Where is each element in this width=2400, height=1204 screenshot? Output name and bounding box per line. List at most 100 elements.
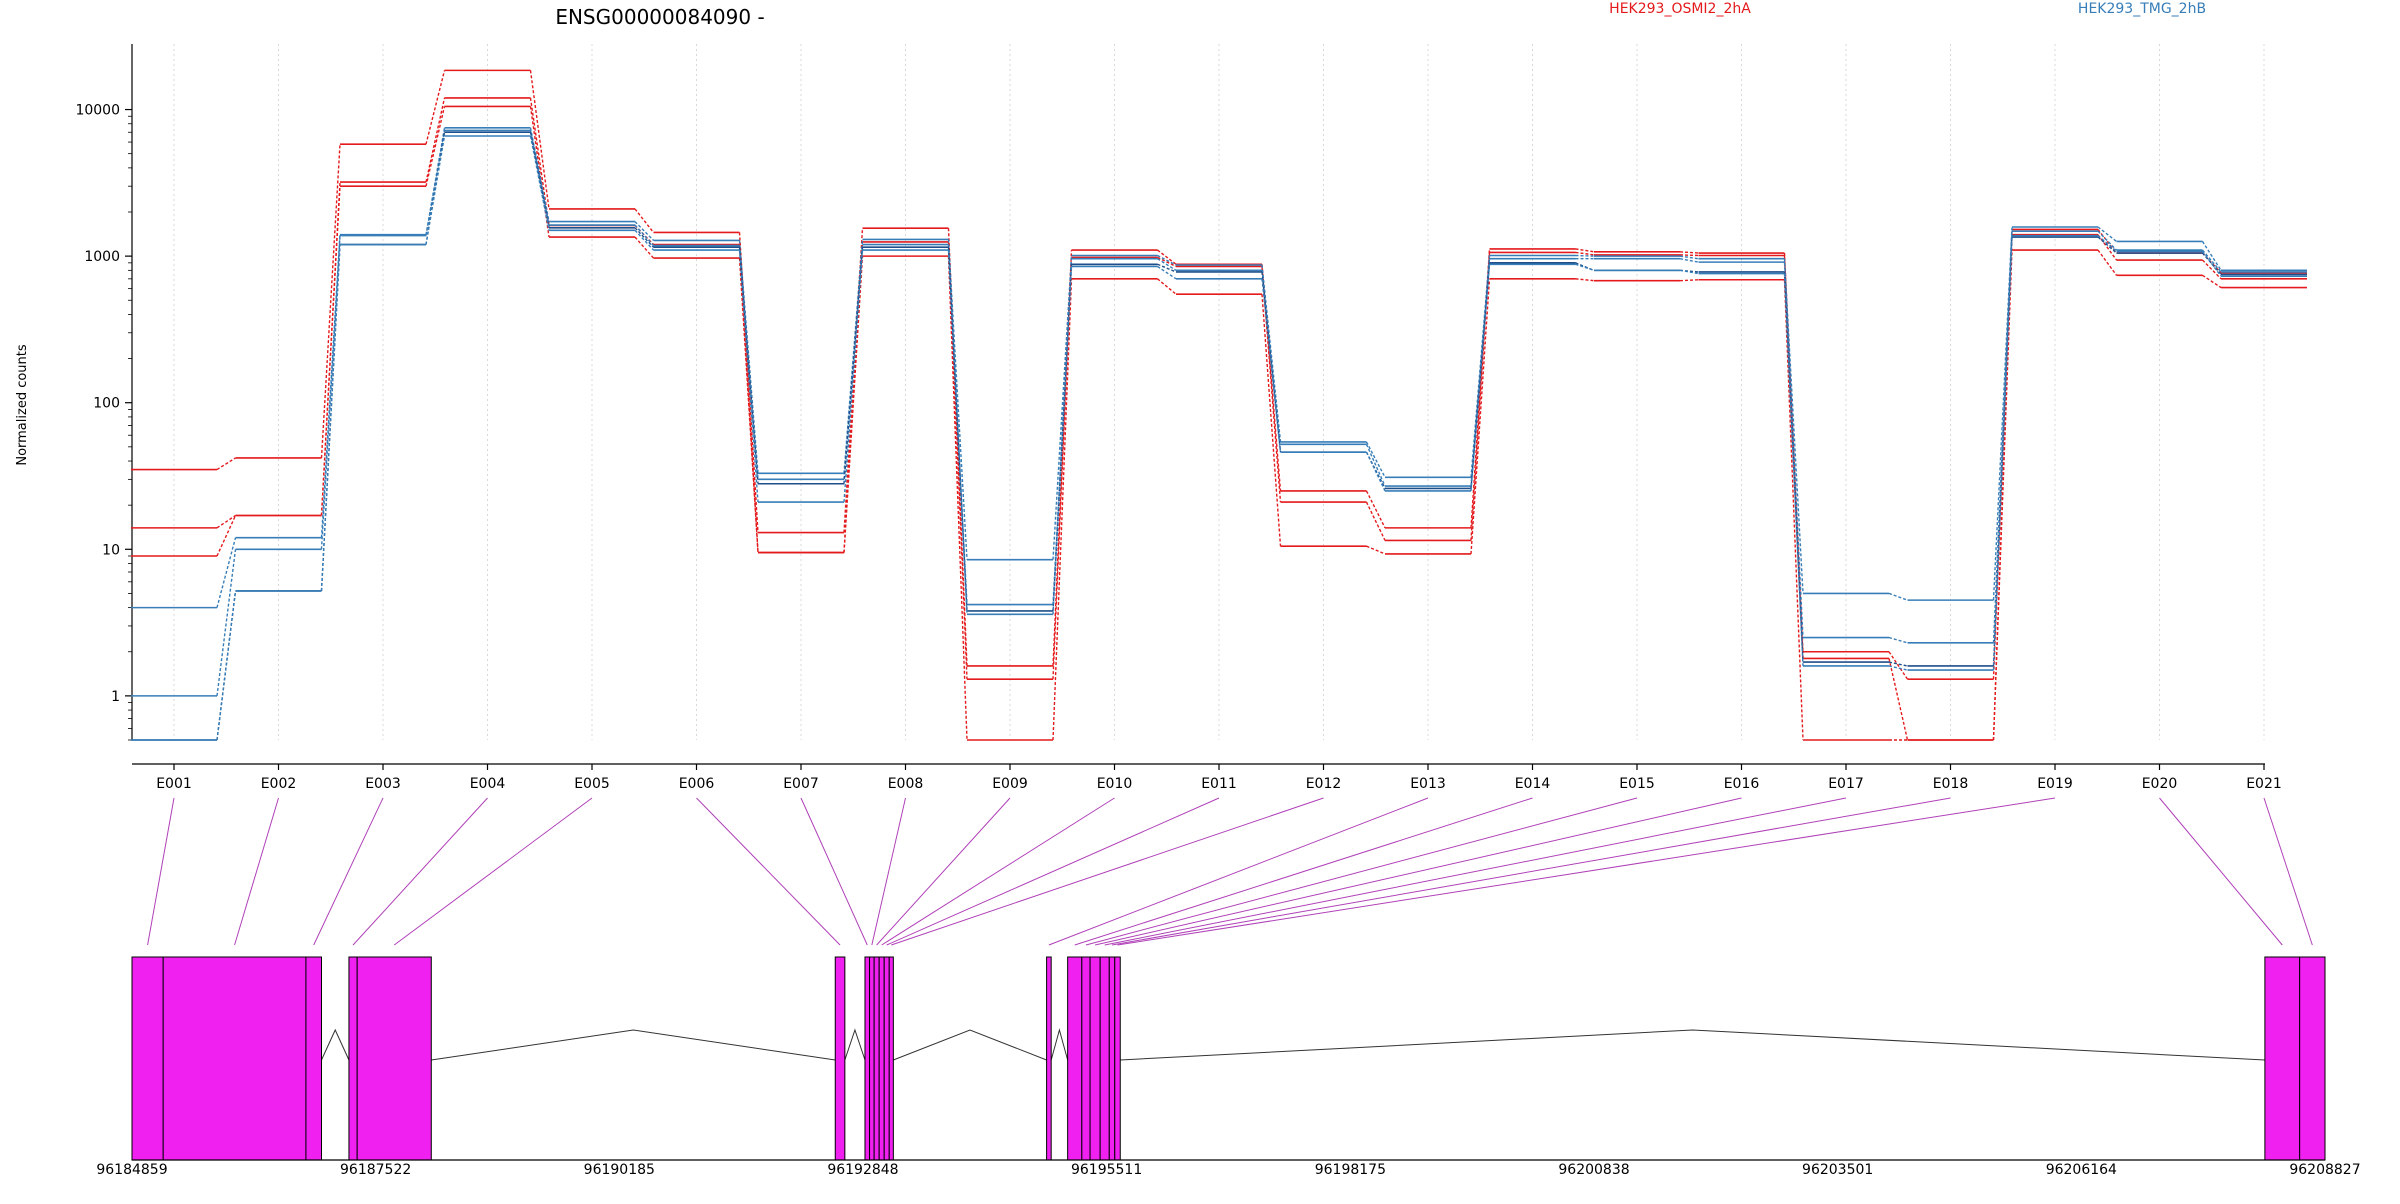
legend-entry-tmg: HEK293_TMG_2hB — [2078, 1, 2206, 17]
x-tick-label: E007 — [783, 776, 819, 792]
gene-model — [131, 956, 2326, 1161]
series-connector — [634, 227, 655, 248]
series-lines — [131, 69, 2307, 741]
series-connector — [1261, 278, 1282, 453]
series-connector — [1783, 271, 1804, 663]
series-connector — [1470, 278, 1491, 554]
series-connector — [1679, 269, 1699, 275]
exon-box-e021 — [2299, 956, 2326, 1161]
genomic-tick-label: 96184859 — [96, 1162, 167, 1178]
series-connector — [1157, 258, 1177, 271]
exon-box-e006 — [834, 956, 846, 1161]
series-connector — [1261, 266, 1282, 503]
series-connector — [1365, 441, 1386, 478]
series-connector — [2097, 230, 2118, 251]
series-connector — [634, 224, 655, 247]
series-connector — [1679, 269, 1699, 273]
y-axis-label: Normalized counts — [15, 344, 30, 466]
exon-box-e004 — [348, 956, 358, 1161]
series-connector — [947, 239, 968, 560]
intron-line — [844, 1028, 866, 1061]
x-tick-label: E010 — [1097, 776, 1133, 792]
x-tick-label: E004 — [470, 776, 506, 792]
connector-e006 — [696, 797, 841, 946]
series-connector — [1888, 661, 1908, 667]
series-connector — [738, 258, 759, 553]
connector-e020 — [2159, 797, 2283, 946]
series-connector — [1052, 266, 1073, 615]
genomic-tick-label: 96200838 — [1558, 1162, 1629, 1178]
genomic-tick-label: 96203501 — [1802, 1162, 1873, 1178]
series-connector — [1470, 264, 1491, 492]
connector-e001 — [147, 797, 175, 946]
series-connector — [1365, 501, 1386, 541]
connector-e021 — [2263, 797, 2313, 946]
series-connector — [2202, 274, 2222, 289]
series-connector — [1888, 658, 1909, 741]
series-connector — [216, 515, 237, 557]
x-tick-label: E016 — [1724, 776, 1760, 792]
genomic-axis: 96184859 96187522 96190185 96192848 96195511… — [96, 1159, 2361, 1178]
series-connector — [1888, 651, 1909, 680]
series-connector — [320, 144, 341, 458]
exon-box-e003 — [305, 956, 322, 1161]
series-connector — [529, 135, 550, 231]
intron-line — [431, 1029, 836, 1061]
series-connector — [738, 247, 759, 484]
exon-box-e007 — [864, 956, 871, 1161]
series-7 — [131, 135, 2307, 741]
series-connector — [1679, 251, 1699, 254]
connector-e009 — [876, 797, 1011, 946]
x-tick-label: E009 — [992, 776, 1028, 792]
series-connector — [1365, 444, 1386, 487]
series-connector — [216, 537, 237, 608]
series-connector — [216, 457, 236, 471]
connector-e014 — [1074, 797, 1533, 946]
exon-connectors — [147, 797, 2313, 946]
exon-box-e013 — [1046, 956, 1052, 1161]
x-tick-label: E005 — [574, 776, 610, 792]
genomic-tick-label: 96187522 — [340, 1162, 411, 1178]
genomic-tick-label: 96208827 — [2289, 1162, 2360, 1178]
connector-e008 — [871, 797, 906, 946]
series-connector — [1157, 254, 1177, 266]
series-connector — [2201, 250, 2222, 277]
series-connector — [1157, 249, 1177, 265]
connector-e007 — [800, 797, 868, 946]
connector-e005 — [393, 797, 593, 946]
connector-e012 — [891, 797, 1324, 946]
series-connector — [529, 70, 550, 209]
y-tick-label: 10 — [102, 542, 120, 558]
x-tick-label: E017 — [1828, 776, 1864, 792]
exon-box-e011 — [883, 956, 890, 1161]
series-connector — [320, 244, 341, 591]
series-connector — [1888, 636, 1908, 644]
exon-box-e009 — [873, 956, 880, 1161]
exon-box-e010 — [878, 956, 885, 1161]
series-connector — [1052, 255, 1073, 560]
exon-box-e008 — [869, 956, 875, 1161]
series-connector — [1888, 592, 1908, 601]
exon-box-e020 — [2264, 956, 2301, 1161]
connector-e011 — [886, 797, 1220, 946]
x-tick-label: E008 — [888, 776, 924, 792]
series-connector — [2097, 236, 2117, 254]
genomic-tick-label: 96192848 — [827, 1162, 898, 1178]
series-connector — [216, 590, 237, 741]
series-connector — [1679, 255, 1699, 260]
connector-e019 — [1117, 797, 2056, 946]
series-connector — [529, 130, 550, 226]
series-connector — [425, 70, 446, 145]
series-connector — [1679, 258, 1699, 263]
series-connector — [1992, 231, 2013, 643]
x-tick-label: E015 — [1619, 776, 1655, 792]
series-connector — [1888, 665, 1908, 671]
connector-e017 — [1104, 797, 1847, 946]
series-connector — [634, 221, 654, 241]
connector-e016 — [1094, 797, 1742, 946]
exon-box-e001 — [131, 956, 164, 1161]
x-tick-label: E002 — [261, 776, 297, 792]
chart-title: ENSG00000084090 - — [555, 5, 764, 29]
